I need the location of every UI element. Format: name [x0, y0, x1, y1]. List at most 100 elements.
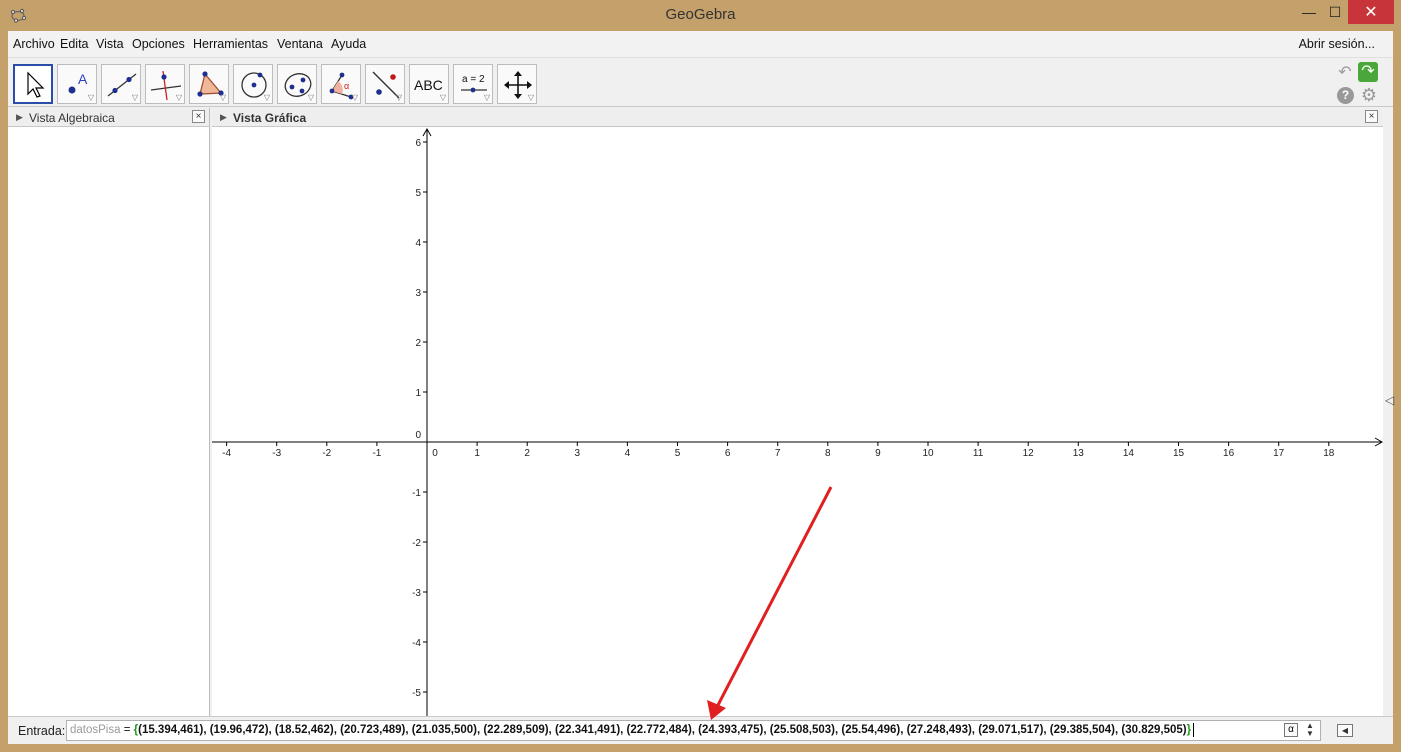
annotation-arrow-shaft — [715, 486, 833, 708]
x-axis-arrow-icon — [1374, 437, 1383, 447]
algebra-view-title: Vista Algebraica — [29, 111, 115, 125]
angle-tool-button[interactable]: α ▽ — [321, 64, 361, 104]
title-bar[interactable]: GeoGebra — ☐ ✕ — [0, 0, 1401, 31]
polygon-tool-button[interactable]: ▽ — [189, 64, 229, 104]
input-bar: Entrada: datosPisa = {(15.394,461), (19.… — [8, 716, 1393, 744]
menu-vista[interactable]: Vista — [96, 37, 124, 51]
login-link[interactable]: Abrir sesión... — [1298, 37, 1375, 51]
x-tick-label: 8 — [825, 448, 831, 459]
y-tick-label: 4 — [415, 238, 421, 249]
x-tick-label: 7 — [775, 448, 781, 459]
x-tick-label: 16 — [1223, 448, 1235, 459]
move-tool-button[interactable] — [13, 64, 53, 104]
x-tick-label: -2 — [322, 448, 331, 459]
angle-icon: α — [329, 72, 354, 100]
chevron-down-icon[interactable]: ▽ — [527, 93, 534, 102]
menu-herramientas[interactable]: Herramientas — [193, 37, 269, 51]
chevron-down-icon[interactable]: ▽ — [395, 93, 402, 102]
input-help-toggle-icon[interactable]: ◀ — [1337, 724, 1353, 737]
move-graphics-tool-button[interactable]: ▽ — [497, 64, 537, 104]
x-tick-label: 13 — [1073, 448, 1085, 459]
text-tool-label: ABC — [414, 77, 443, 93]
chevron-down-icon[interactable]: ▽ — [87, 93, 94, 102]
algebra-view-panel[interactable]: ▶ Vista Algebraica × — [8, 108, 210, 716]
y-tick-label: 5 — [415, 188, 421, 199]
chevron-down-icon[interactable]: ▽ — [483, 93, 490, 102]
y-tick-label: 1 — [415, 388, 421, 399]
graphics-view-panel[interactable]: ▶ Vista Gráfica × -4 -3 -2 -1 0 1 2 3 4 5 6 7 8 9 10 11… — [212, 108, 1383, 716]
chevron-down-icon[interactable]: ▽ — [351, 93, 358, 102]
y-tick-label: 3 — [415, 288, 421, 299]
input-bar-label: Entrada: — [18, 724, 66, 738]
chevron-down-icon[interactable]: ▽ — [219, 93, 226, 102]
maximize-button[interactable]: ☐ — [1328, 3, 1342, 20]
menu-archivo[interactable]: Archivo — [13, 37, 55, 51]
symbol-table-button[interactable]: α — [1284, 723, 1298, 737]
chevron-down-icon[interactable]: ▽ — [263, 93, 270, 102]
chevron-down-icon[interactable]: ▽ — [175, 93, 182, 102]
ellipse-tool-button[interactable]: ▽ — [277, 64, 317, 104]
line-tool-button[interactable]: ▽ — [101, 64, 141, 104]
app-client-area: Archivo Edita Vista Opciones Herramienta… — [8, 31, 1395, 744]
history-spinner-icon[interactable]: ▲ ▼ — [1306, 721, 1314, 738]
chevron-down-icon[interactable]: ▽ — [307, 93, 314, 102]
annotation-arrow-head — [707, 700, 726, 720]
line-icon — [107, 73, 137, 97]
reflect-line-icon — [372, 71, 400, 99]
close-button[interactable]: ✕ — [1348, 0, 1394, 24]
text-tool-button[interactable]: ABC ▽ — [409, 64, 449, 104]
slider-tool-button[interactable]: a = 2 ▽ — [453, 64, 493, 104]
y-axis-arrow-icon — [422, 127, 432, 137]
undo-icon[interactable]: ↶ — [1338, 64, 1352, 81]
menu-bar: Archivo Edita Vista Opciones Herramienta… — [8, 31, 1393, 57]
x-tick-label: 12 — [1023, 448, 1035, 459]
x-tick-label: -1 — [372, 448, 381, 459]
menu-ayuda[interactable]: Ayuda — [331, 37, 367, 51]
input-close-brace: } — [1186, 724, 1192, 736]
move-arrows-icon — [504, 71, 532, 99]
reflect-tool-button[interactable]: ▽ — [365, 64, 405, 104]
x-tick-label: 6 — [725, 448, 731, 459]
collapse-triangle-icon[interactable]: ▶ — [16, 112, 23, 122]
menu-ventana[interactable]: Ventana — [277, 37, 323, 51]
graphics-view-close-button[interactable]: × — [1365, 110, 1378, 123]
angle-tool-label: α — [344, 81, 349, 91]
text-cursor — [1193, 722, 1195, 737]
redo-icon[interactable]: ↷ — [1358, 62, 1378, 82]
chevron-down-icon[interactable]: ▽ — [131, 93, 138, 102]
menu-opciones[interactable]: Opciones — [132, 37, 185, 51]
gear-icon[interactable]: ⚙ — [1360, 85, 1378, 105]
minimize-button[interactable]: — — [1302, 4, 1316, 20]
point-icon: A — [68, 71, 88, 94]
y-tick-label: -5 — [412, 688, 421, 699]
text-icon: ABC — [414, 77, 443, 93]
circle-icon — [241, 72, 267, 98]
help-icon[interactable]: ? — [1337, 87, 1354, 104]
y-tick-label: 0 — [415, 430, 421, 441]
algebra-view-header: ▶ Vista Algebraica × — [8, 108, 209, 127]
x-tick-label: -4 — [222, 448, 231, 459]
y-tick-label: 2 — [415, 338, 421, 349]
input-field[interactable]: datosPisa = {(15.394,461), (19.96,472), … — [66, 720, 1321, 741]
x-tick-label: 1 — [474, 448, 480, 459]
window-title: GeoGebra — [665, 6, 736, 23]
x-tick-label: 5 — [675, 448, 681, 459]
collapse-triangle-icon[interactable]: ▶ — [220, 112, 227, 122]
graphics-canvas[interactable]: -4 -3 -2 -1 0 1 2 3 4 5 6 7 8 9 10 11 12 13 14 15 16 17 186543… — [212, 127, 1383, 716]
x-tick-label: -3 — [272, 448, 281, 459]
point-tool-button[interactable]: A ▽ — [57, 64, 97, 104]
input-list-text: (15.394,461), (19.96,472), (18.52,462), … — [138, 724, 1187, 736]
side-panel-toggle-icon[interactable]: ◁ — [1385, 393, 1395, 407]
algebra-view-close-button[interactable]: × — [192, 110, 205, 123]
y-tick-label: -4 — [412, 638, 421, 649]
x-tick-label: 11 — [973, 448, 984, 459]
slider-icon: a = 2 — [461, 74, 487, 93]
perpendicular-tool-button[interactable]: ▽ — [145, 64, 185, 104]
chevron-down-icon[interactable]: ▽ — [439, 93, 446, 102]
y-tick-label: -3 — [412, 588, 421, 599]
x-tick-label: 4 — [625, 448, 631, 459]
menu-edita[interactable]: Edita — [60, 37, 89, 51]
circle-tool-button[interactable]: ▽ — [233, 64, 273, 104]
input-var-name: datosPisa — [70, 724, 121, 736]
